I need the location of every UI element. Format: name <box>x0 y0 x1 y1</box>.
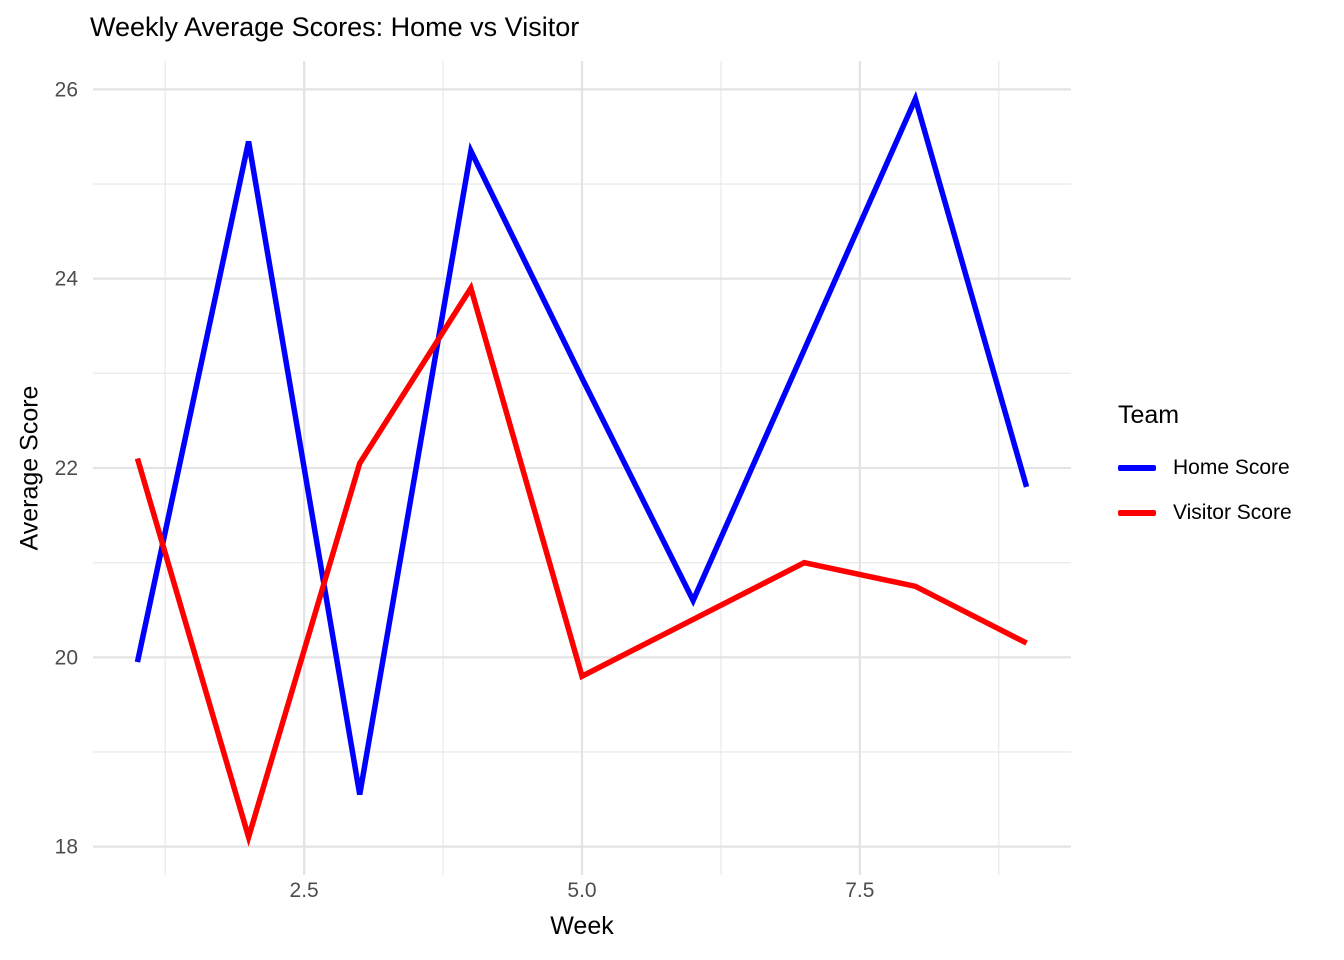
legend-item: Visitor Score <box>1118 490 1292 535</box>
x-axis-title: Week <box>550 912 614 940</box>
legend-swatch-icon <box>1118 464 1156 471</box>
legend-item-label: Visitor Score <box>1173 500 1292 524</box>
y-tick-label: 20 <box>55 646 78 669</box>
legend-item-label: Home Score <box>1173 455 1290 479</box>
series-line-visitor-score <box>134 281 1028 847</box>
y-tick-label: 24 <box>55 268 79 291</box>
series-line-home-score <box>134 90 1030 796</box>
x-tick-label: 7.5 <box>845 879 874 902</box>
y-tick-label: 26 <box>55 78 78 101</box>
legend-swatch-icon <box>1118 509 1156 516</box>
x-tick-label: 5.0 <box>567 879 596 902</box>
chart-title: Weekly Average Scores: Home vs Visitor <box>90 12 580 42</box>
y-axis-title: Average Score <box>15 385 44 551</box>
x-tick-label: 2.5 <box>290 879 319 902</box>
legend-title: Team <box>1118 401 1180 429</box>
legend: Team Home Score Visitor Score <box>1118 400 1292 535</box>
legend-item: Home Score <box>1118 445 1292 490</box>
legend-items: Home Score Visitor Score <box>1118 445 1292 535</box>
y-tick-label: 22 <box>55 457 78 480</box>
y-tick-label: 18 <box>55 836 78 859</box>
